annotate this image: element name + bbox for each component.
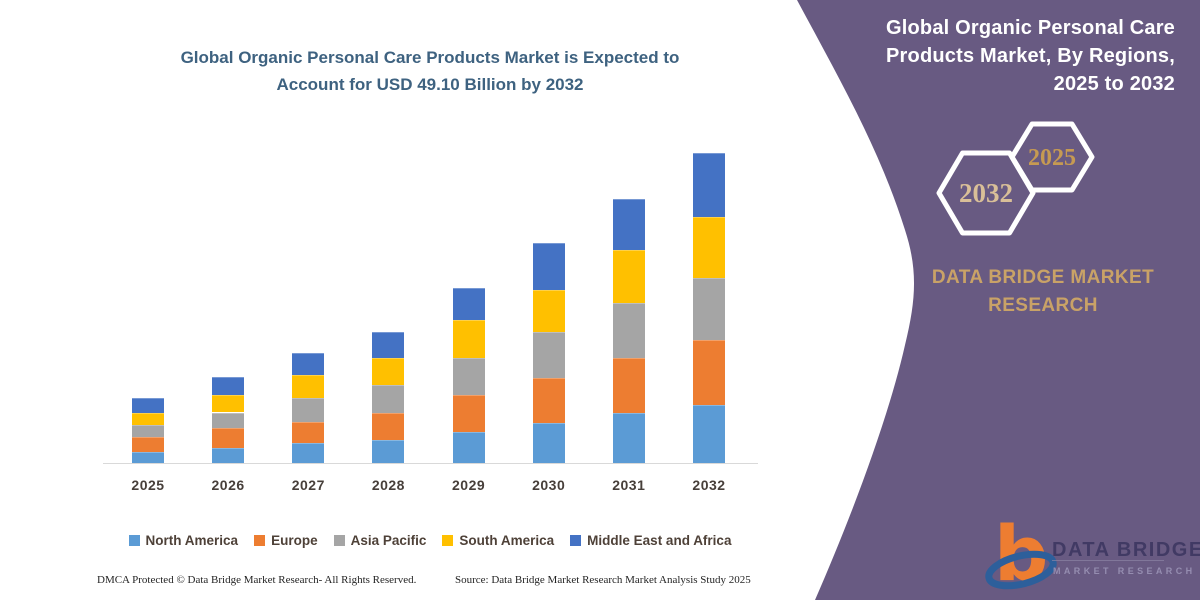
bar-segment-2029-south-america (452, 319, 485, 358)
legend-label: South America (459, 532, 555, 548)
bar-segment-2029-asia-pacific (452, 357, 485, 395)
x-tick-label-2029: 2029 (452, 477, 486, 493)
bar-segment-2025-middle-east-and-africa (132, 398, 164, 414)
legend-swatch-icon (442, 534, 454, 546)
x-tick-label-2028: 2028 (371, 477, 405, 493)
chart-title-line1: Global Organic Personal Care Products Ma… (180, 48, 680, 67)
bar-segment-2027-asia-pacific (292, 398, 325, 422)
x-tick-label-2026: 2026 (211, 477, 245, 493)
bar-segment-2031-asia-pacific (612, 303, 645, 359)
bar-segment-2028-middle-east-and-africa (372, 332, 405, 359)
bar-segment-2031-middle-east-and-africa (612, 198, 645, 251)
bar-segment-2028-north-america (372, 440, 405, 463)
x-tick-label-2025: 2025 (131, 477, 165, 493)
bar-segment-2028-asia-pacific (372, 385, 405, 414)
legend-label: Asia Pacific (350, 532, 427, 548)
legend-item-south-america: South America (442, 533, 554, 548)
bar-segment-2032-south-america (693, 216, 725, 278)
legend-item-north-america: North America (128, 532, 239, 548)
panel-title: Global Organic Personal Care Products Ma… (885, 17, 1175, 95)
legend-item-middle-east-and-africa: Middle East and Africa (570, 533, 731, 548)
x-tick-label-2031: 2031 (612, 477, 646, 493)
legend-swatch-icon (254, 534, 266, 546)
legend-item-europe: Europe (254, 533, 318, 548)
footer-dmca-text: DMCA Protected © Data Bridge Market Rese… (97, 574, 417, 586)
bar-segment-2026-south-america (212, 394, 245, 413)
x-tick-label-2027: 2027 (291, 477, 325, 493)
footer-source-text: Source: Data Bridge Market Research Mark… (455, 574, 751, 586)
bar-segment-2028-south-america (372, 358, 405, 386)
chart-title-line2: Account for USD 49.10 Billion by 2032 (276, 75, 584, 94)
bar-segment-2030-middle-east-and-africa (532, 243, 565, 290)
bar-segment-2026-north-america (212, 447, 245, 463)
bar-segment-2026-asia-pacific (212, 412, 245, 428)
legend-swatch-icon (128, 534, 140, 546)
bar-segment-2030-europe (532, 378, 565, 424)
bar-segment-2030-south-america (532, 290, 565, 333)
bar-segment-2025-europe (132, 437, 164, 453)
bar-segment-2027-europe (292, 422, 325, 443)
bar-segment-2027-middle-east-and-africa (292, 353, 325, 376)
bar-segment-2027-south-america (292, 375, 325, 398)
bar-segment-2029-middle-east-and-africa (452, 287, 485, 320)
bar-segment-2032-asia-pacific (693, 278, 725, 340)
x-axis-line (103, 463, 758, 464)
legend: North America Europe Asia Pacific South Ame… (90, 530, 770, 550)
legend-swatch-icon (333, 534, 345, 546)
bar-segment-2032-europe (693, 339, 725, 405)
bar-segment-2032-middle-east-and-africa (693, 153, 725, 217)
bar-segment-2025-asia-pacific (132, 425, 164, 438)
bar-segment-2030-asia-pacific (532, 332, 565, 379)
x-tick-label-2030: 2030 (532, 477, 566, 493)
brand-text: DATA BRIDGE MARKET RESEARCH (931, 267, 1155, 316)
legend-swatch-icon (570, 534, 582, 546)
legend-label: Middle East and Africa (587, 532, 732, 548)
bar-segment-2025-south-america (132, 413, 164, 426)
bar-segment-2027-north-america (292, 442, 325, 463)
chart-title: Global Organic Personal Care Products Ma… (85, 44, 775, 98)
legend-label: North America (145, 532, 239, 548)
bar-segment-2031-south-america (612, 250, 645, 304)
bar-segment-2032-north-america (693, 404, 725, 463)
legend-label: Europe (271, 532, 318, 548)
bar-segment-2026-europe (212, 427, 245, 448)
legend-item-asia-pacific: Asia Pacific (333, 532, 427, 548)
bar-segment-2030-north-america (532, 423, 565, 463)
bar-segment-2029-europe (452, 394, 485, 433)
bar-segment-2031-north-america (612, 413, 645, 463)
bar-segment-2028-europe (372, 413, 405, 441)
bar-segment-2029-north-america (452, 432, 485, 463)
bar-segment-2031-europe (612, 358, 645, 414)
x-tick-label-2032: 2032 (692, 477, 726, 493)
bar-segment-2026-middle-east-and-africa (212, 376, 245, 395)
bar-segment-2025-north-america (132, 452, 164, 463)
